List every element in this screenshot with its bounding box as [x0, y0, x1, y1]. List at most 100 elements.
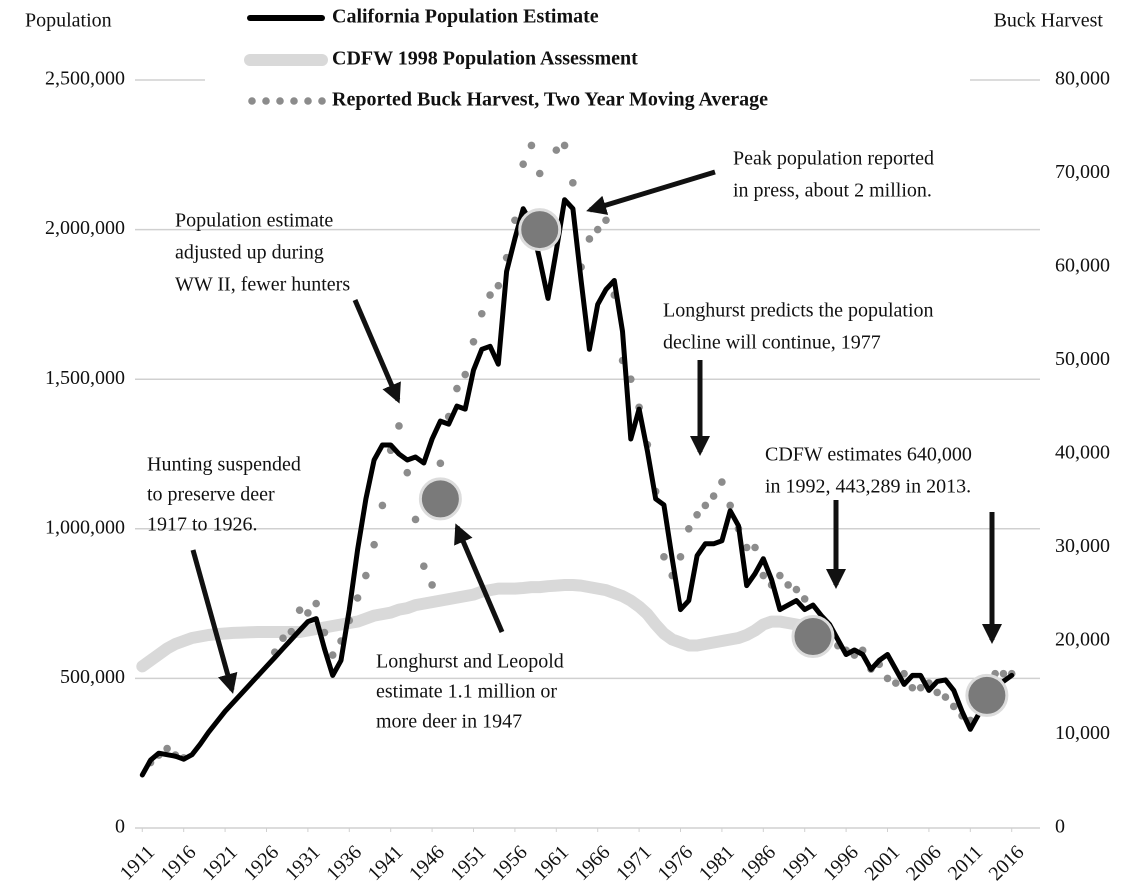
- annotation-text: 1917 to 1926.: [147, 514, 258, 536]
- harvest-dot: [742, 543, 751, 552]
- legend-label: California Population Estimate: [332, 6, 599, 28]
- harvest-dot: [279, 634, 287, 642]
- harvest-dot: [660, 553, 668, 561]
- x-tick-label: 1961: [529, 841, 573, 885]
- legend: California Population Estimate CDFW 1998 …: [244, 6, 768, 111]
- annotation-text: decline will continue, 1977: [663, 332, 881, 354]
- y2-tick-label: 80,000: [1055, 68, 1110, 90]
- y2-tick-label: 0: [1055, 816, 1065, 838]
- x-tick-label: 2006: [902, 841, 946, 885]
- x-tick-label: 1966: [571, 841, 615, 885]
- harvest-dot: [552, 146, 561, 154]
- harvest-dot: [527, 141, 536, 150]
- x-tick-label: 1926: [239, 841, 283, 885]
- harvest-dot: [353, 594, 362, 602]
- plot: [136, 141, 1016, 778]
- legend-swatch: [276, 97, 284, 105]
- harvest-dot: [908, 683, 917, 692]
- y-tick-label: 1,500,000: [45, 367, 125, 389]
- annotation-text: in 1992, 443,289 in 2013.: [765, 476, 971, 498]
- legend-swatch: [290, 97, 298, 105]
- x-tick-label: 1971: [612, 841, 656, 885]
- legend-background: [205, 0, 970, 118]
- harvest-dot: [999, 669, 1008, 678]
- harvest-dot: [494, 281, 503, 290]
- harvest-dot: [362, 571, 370, 580]
- harvest-dot: [477, 309, 486, 318]
- x-tick-label: 1936: [322, 841, 366, 885]
- x-tick-label: 1916: [157, 841, 201, 885]
- annotation-text: in press, about 2 million.: [733, 180, 932, 202]
- harvest-dot: [693, 510, 701, 519]
- x-tick-label: 1921: [198, 841, 242, 885]
- harvest-dot: [295, 606, 304, 614]
- y-tick-label: 1,000,000: [45, 516, 125, 538]
- annotation-text: more deer in 1947: [376, 711, 522, 733]
- annotation-text: to preserve deer: [147, 484, 275, 506]
- legend-label: CDFW 1998 Population Assessment: [332, 48, 638, 70]
- y2-tick-label: 40,000: [1055, 442, 1110, 464]
- y-axis-label: Population: [25, 10, 112, 32]
- harvest-dot: [560, 141, 569, 150]
- harvest-dot: [900, 669, 908, 678]
- harvest-dot: [411, 515, 420, 524]
- harvest-dot: [941, 693, 950, 701]
- y-tick-label: 0: [115, 816, 125, 838]
- harvest-dot: [676, 553, 685, 561]
- harvest-dot: [759, 571, 768, 580]
- x-tick-label: 1911: [116, 841, 159, 884]
- harvest-dot: [453, 384, 461, 393]
- x-tick-label: 1956: [488, 841, 532, 885]
- harvest-dot: [585, 235, 594, 243]
- harvest-dot: [461, 370, 470, 379]
- harvest-dot: [627, 375, 635, 384]
- population-line: [139, 197, 1015, 778]
- legend-label: Reported Buck Harvest, Two Year Moving A…: [332, 89, 768, 111]
- legend-swatch: [304, 97, 312, 105]
- y-tick-label: 2,000,000: [45, 217, 125, 239]
- harvest-dot: [949, 702, 958, 711]
- harvest-dot: [395, 422, 403, 430]
- legend-swatch: [262, 97, 270, 105]
- harvest-dot: [486, 291, 494, 299]
- x-tick-label: 1986: [736, 841, 780, 885]
- harvest-dot: [370, 540, 378, 549]
- harvest-dot: [784, 581, 792, 589]
- x-tick-label: 1941: [364, 841, 408, 885]
- annotation-text: Peak population reported: [733, 148, 934, 170]
- harvest-dot: [684, 525, 693, 533]
- harvest-dot: [776, 571, 784, 580]
- harvest-dot: [403, 468, 412, 477]
- harvest-dot: [436, 459, 445, 468]
- harvest-dot: [792, 585, 801, 594]
- annotations: Population estimate adjusted up during WW …: [147, 148, 1002, 733]
- y2-tick-label: 70,000: [1055, 161, 1110, 183]
- y2-tick-label: 10,000: [1055, 722, 1110, 744]
- harvest-dot: [916, 683, 925, 692]
- x-tick-label: 1991: [778, 841, 822, 885]
- harvest-dot: [535, 169, 544, 178]
- annotation-text: estimate 1.1 million or: [376, 681, 557, 703]
- annotation-text: Population estimate: [175, 210, 333, 232]
- annotation-text: CDFW estimates 640,000: [765, 444, 972, 466]
- highlight-marker: [418, 477, 462, 521]
- harvest-dot: [519, 160, 527, 168]
- harvest-dot: [428, 581, 436, 589]
- legend-swatch: [248, 97, 256, 105]
- harvest-dot: [726, 501, 734, 510]
- harvest-dot: [312, 599, 320, 608]
- x-tick-label: 1996: [819, 841, 863, 885]
- assessment-line: [136, 579, 828, 673]
- y-tick-label: 2,500,000: [45, 68, 125, 90]
- annotation-text: Hunting suspended: [147, 454, 301, 476]
- x-tick-label: 2016: [985, 841, 1029, 885]
- harvest-dot: [511, 216, 519, 225]
- harvest-dot: [800, 595, 809, 603]
- x-tick-label: 2001: [860, 841, 904, 885]
- annotation-arrow: [586, 169, 716, 215]
- harvest-dot: [602, 216, 610, 225]
- harvest-dot: [304, 609, 312, 617]
- harvest-dot: [701, 501, 710, 510]
- harvest-dot: [593, 225, 602, 234]
